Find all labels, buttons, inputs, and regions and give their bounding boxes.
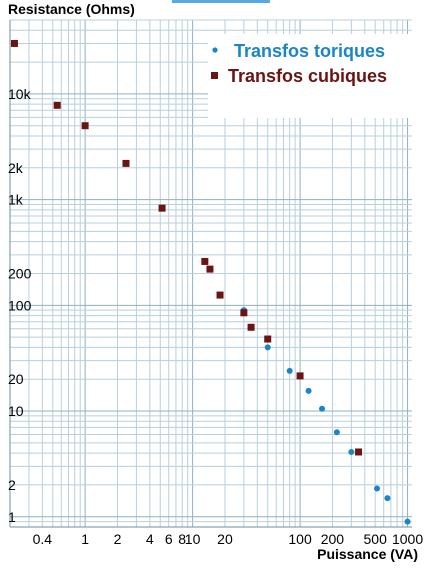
x-tick-label: 10 <box>185 531 201 547</box>
series-1-point <box>206 265 214 273</box>
series-1-point <box>53 101 61 109</box>
plot-frame <box>9 20 412 528</box>
y-tick-label: 2k <box>8 160 24 176</box>
y-axis-title: Resistance (Ohms) <box>8 1 135 17</box>
series-0-point <box>264 344 271 351</box>
x-axis-ticks: 0.4 1 2 4 6 810 20 100 200 500 1000 <box>33 531 424 547</box>
grid <box>9 19 412 528</box>
legend-background <box>208 34 416 118</box>
series-0-point <box>319 405 326 412</box>
series-1-point <box>240 309 248 317</box>
y-tick-label: 1 <box>8 509 16 525</box>
x-tick-label: 8 <box>178 531 186 547</box>
x-tick-label: 4 <box>146 531 154 547</box>
y-tick-label: 2 <box>8 477 16 493</box>
series-1-point <box>201 257 209 265</box>
series-1-point <box>81 122 89 130</box>
series-0-point <box>333 429 340 436</box>
legend-marker-toriques <box>212 47 218 53</box>
series-1-point <box>122 159 130 167</box>
series-1-point <box>10 39 18 47</box>
x-tick-label: 1000 <box>392 531 423 547</box>
x-axis-title: Puissance (VA) <box>317 546 418 562</box>
y-tick-label: 10 <box>8 403 24 419</box>
series-1-point <box>264 335 272 343</box>
legend-label-toriques: Transfos toriques <box>234 41 385 61</box>
series-1-point <box>158 204 166 212</box>
x-tick-label: 200 <box>321 531 345 547</box>
x-tick-label: 6 <box>165 531 173 547</box>
y-tick-label: 10k <box>8 86 32 102</box>
y-tick-label: 20 <box>8 371 24 387</box>
legend-marker-cubiques <box>211 72 218 79</box>
top-edge-stub <box>172 0 270 3</box>
y-tick-label: 1k <box>8 192 24 208</box>
x-tick-label: 20 <box>217 531 233 547</box>
series-1-point <box>247 323 255 331</box>
series-1-point <box>296 372 304 380</box>
x-tick-label: 0.4 <box>33 531 53 547</box>
x-tick-label: 2 <box>114 531 122 547</box>
series-1-point <box>216 291 224 299</box>
data-points <box>10 39 411 525</box>
y-tick-label: 100 <box>8 297 32 313</box>
y-tick-label: 200 <box>8 266 32 282</box>
legend: Transfos toriques Transfos cubiques <box>208 34 416 118</box>
x-tick-label: 100 <box>288 531 312 547</box>
x-tick-label: 500 <box>364 531 388 547</box>
series-1-point <box>355 448 363 456</box>
legend-label-cubiques: Transfos cubiques <box>228 66 387 86</box>
series-0-point <box>348 448 355 455</box>
series-0-point <box>374 485 381 492</box>
series-0-point <box>286 367 293 374</box>
y-axis-ticks: 1 2 10 20 100 200 1k 2k 10k <box>8 86 32 525</box>
series-0-point <box>404 518 411 525</box>
x-tick-label: 1 <box>81 531 89 547</box>
series-0-point <box>305 387 312 394</box>
series-0-point <box>384 495 391 502</box>
